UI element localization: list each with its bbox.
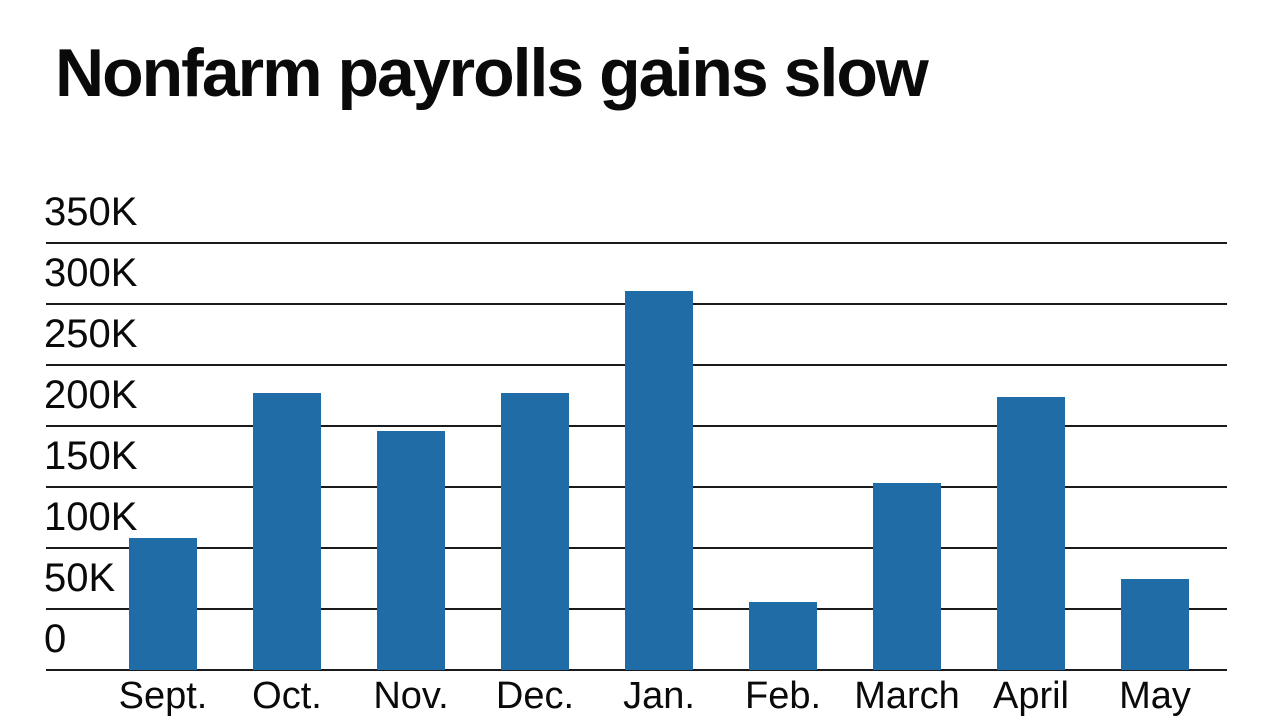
y-axis-tick-label: 100K [44,495,138,539]
y-axis-tick-label: 250K [44,312,138,356]
bar-sept [129,538,197,670]
y-axis-tick-label: 200K [44,373,138,417]
y-axis-tick-label: 300K [44,251,138,295]
x-axis-tick-label: Dec. [495,675,575,717]
bar-nov [377,430,445,670]
x-axis-tick-label: Sept. [118,675,208,717]
bar-may [1121,578,1189,670]
bar-oct [253,393,321,670]
x-axis-tick-label: Nov. [373,675,449,717]
x-axis-tick-label: May [1119,675,1191,717]
bar-march [873,483,941,670]
gridline [46,242,1227,244]
y-axis-tick-label: 0 [44,617,67,661]
bar-jan [625,290,693,670]
y-axis-tick-label: 50K [44,556,116,600]
bar-feb [749,601,817,670]
y-axis-tick-label: 150K [44,434,138,478]
x-axis-tick-label: Oct. [252,675,322,717]
x-axis-tick-label: April [992,675,1070,717]
x-axis-tick-label: Feb. [744,675,822,717]
y-axis-tick-label: 350K [44,190,138,234]
x-axis-tick-label: Jan. [623,675,695,717]
x-axis-tick-label: March [854,675,960,717]
chart-title: Nonfarm payrolls gains slow [55,35,929,111]
bar-dec [501,393,569,670]
gridline [46,669,1227,671]
bar-april [997,396,1065,670]
